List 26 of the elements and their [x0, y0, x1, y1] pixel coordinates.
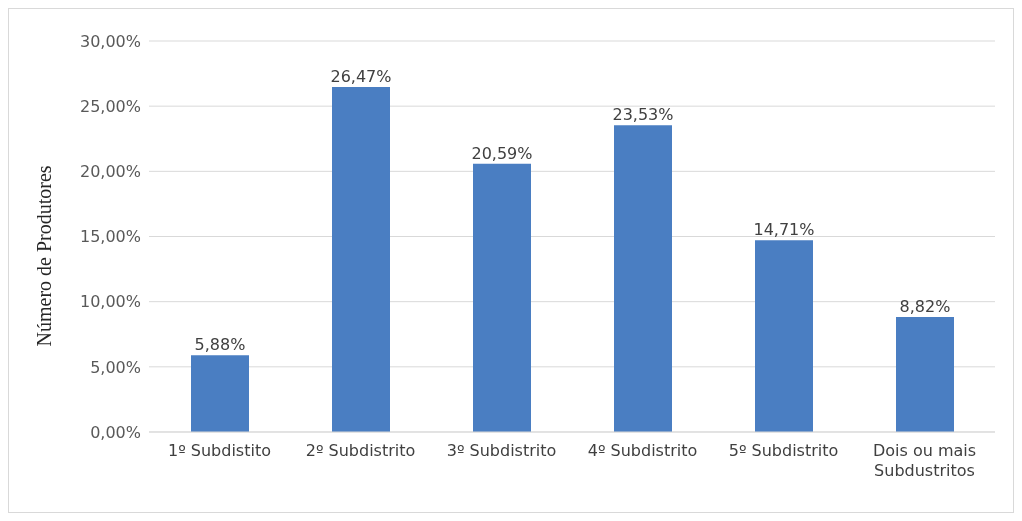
x-tick-label: 3º Subdistrito — [446, 441, 557, 460]
y-tick-label: 10,00% — [79, 292, 141, 312]
data-label: 14,71% — [753, 220, 815, 240]
bar — [896, 317, 954, 432]
y-tick-label: 25,00% — [79, 96, 141, 116]
data-label: 20,59% — [471, 143, 533, 163]
data-label: 8,82% — [899, 297, 951, 317]
x-tick-label: Dois ou mais Subdustritos — [872, 441, 977, 480]
y-tick-label: 5,00% — [90, 357, 141, 377]
data-label: 26,47% — [330, 67, 392, 87]
bar — [614, 125, 672, 432]
y-tick-label: 30,00% — [79, 31, 141, 51]
y-axis-title: Número de Produtores — [33, 165, 56, 347]
y-tick-label: 0,00% — [90, 422, 141, 442]
y-tick-label: 15,00% — [79, 227, 141, 247]
x-tick-label: 4º Subdistrito — [587, 441, 698, 460]
bar — [332, 87, 390, 432]
x-tick-label: 5º Subdistrito — [728, 441, 839, 460]
x-tick-label: 2º Subdistrito — [305, 441, 416, 460]
data-label: 23,53% — [612, 105, 674, 125]
bar — [473, 163, 531, 432]
y-tick-label: 20,00% — [79, 162, 141, 182]
bar — [755, 240, 813, 432]
x-tick-label: 1º Subdistito — [168, 441, 271, 460]
data-label: 5,88% — [194, 335, 246, 355]
bar — [191, 355, 249, 432]
